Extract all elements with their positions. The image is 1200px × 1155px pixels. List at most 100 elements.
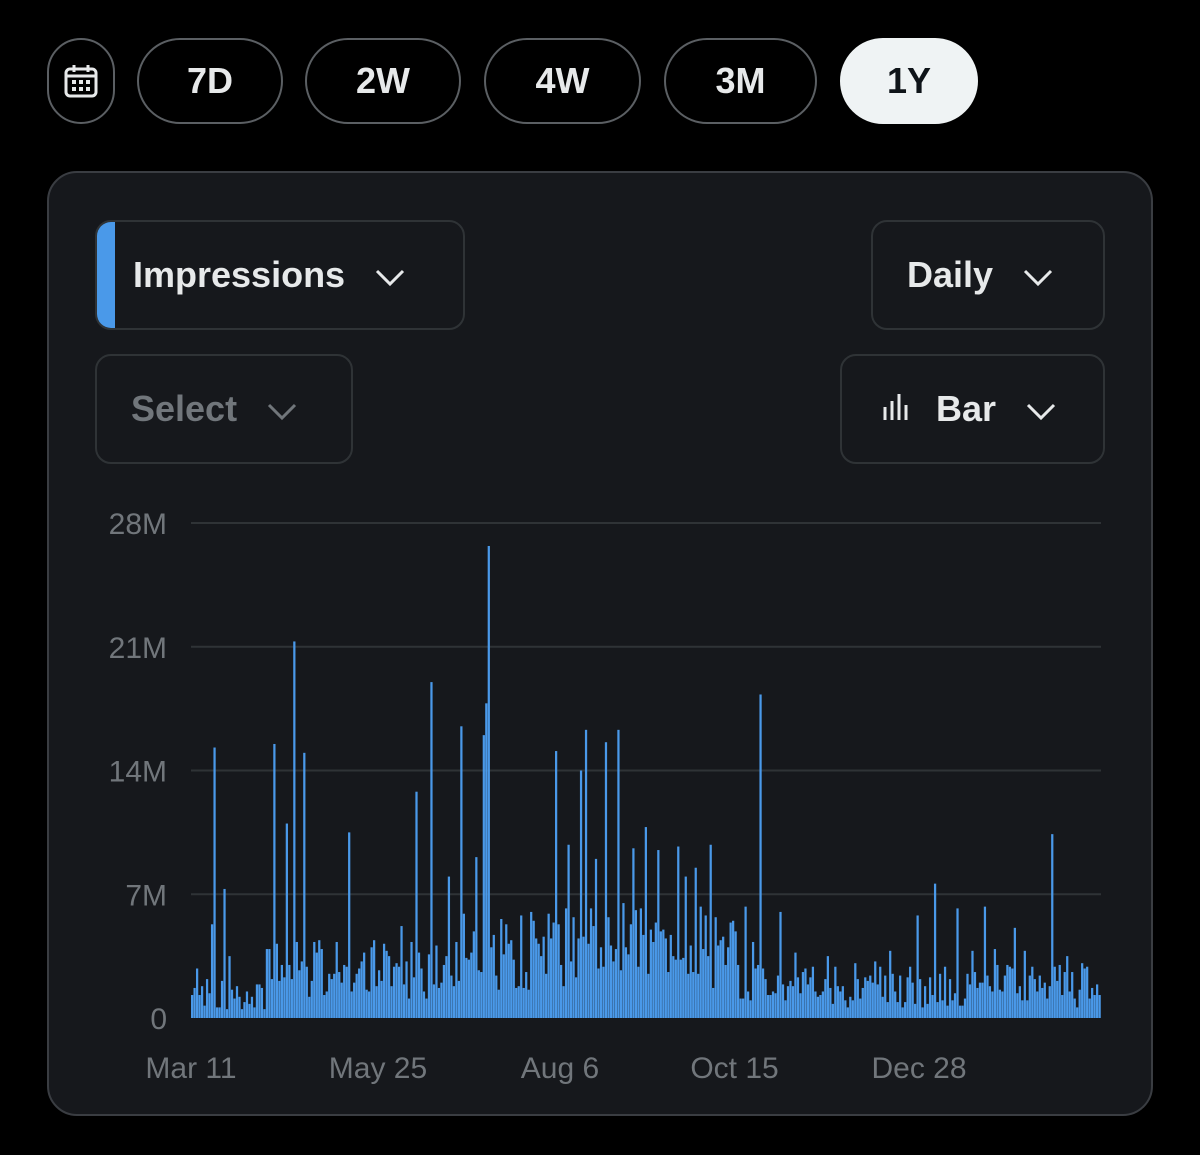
bar[interactable] bbox=[884, 975, 887, 1018]
bar[interactable] bbox=[442, 964, 446, 1018]
bar[interactable] bbox=[1048, 986, 1051, 1018]
bar[interactable] bbox=[502, 954, 505, 1018]
bar[interactable] bbox=[412, 977, 416, 1018]
bar[interactable] bbox=[806, 984, 810, 1018]
bar[interactable] bbox=[629, 924, 633, 1018]
bar[interactable] bbox=[550, 938, 553, 1018]
bar[interactable] bbox=[986, 975, 989, 1018]
bar[interactable] bbox=[203, 1005, 206, 1019]
bar[interactable] bbox=[859, 998, 862, 1018]
bar[interactable] bbox=[911, 982, 914, 1018]
bar[interactable] bbox=[407, 998, 411, 1018]
bar[interactable] bbox=[507, 943, 510, 1018]
bar[interactable] bbox=[894, 991, 897, 1018]
bar[interactable] bbox=[552, 922, 555, 1018]
bar[interactable] bbox=[727, 947, 730, 1018]
bar[interactable] bbox=[313, 941, 316, 1018]
bar[interactable] bbox=[692, 972, 695, 1018]
bar[interactable] bbox=[786, 986, 790, 1018]
bar[interactable] bbox=[567, 844, 570, 1018]
bar[interactable] bbox=[824, 979, 827, 1018]
bar[interactable] bbox=[288, 964, 291, 1018]
bar[interactable] bbox=[410, 941, 413, 1018]
bar[interactable] bbox=[679, 959, 682, 1018]
bar[interactable] bbox=[218, 1007, 221, 1018]
bar[interactable] bbox=[355, 973, 358, 1018]
bar[interactable] bbox=[899, 975, 902, 1018]
bar[interactable] bbox=[607, 917, 610, 1018]
bar[interactable] bbox=[465, 957, 468, 1018]
bar[interactable] bbox=[492, 934, 495, 1018]
bar[interactable] bbox=[579, 770, 583, 1019]
bar[interactable] bbox=[293, 641, 296, 1018]
bar[interactable] bbox=[771, 991, 775, 1018]
bar[interactable] bbox=[889, 950, 892, 1018]
bar[interactable] bbox=[402, 984, 406, 1018]
bar[interactable] bbox=[445, 956, 448, 1019]
bar[interactable] bbox=[532, 920, 535, 1018]
bar[interactable] bbox=[814, 991, 817, 1018]
bar[interactable] bbox=[420, 968, 423, 1019]
bar[interactable] bbox=[208, 993, 211, 1018]
bar[interactable] bbox=[298, 970, 301, 1018]
bar[interactable] bbox=[1036, 991, 1039, 1018]
range-2w-button[interactable]: 2W bbox=[305, 38, 461, 124]
bar[interactable] bbox=[320, 949, 323, 1018]
bar[interactable] bbox=[345, 966, 348, 1018]
bar[interactable] bbox=[497, 989, 500, 1018]
bar[interactable] bbox=[569, 961, 573, 1018]
bar[interactable] bbox=[582, 936, 585, 1018]
bar[interactable] bbox=[751, 941, 755, 1018]
bar[interactable] bbox=[1013, 927, 1016, 1018]
bar[interactable] bbox=[1041, 987, 1044, 1018]
bar[interactable] bbox=[213, 747, 216, 1018]
bar[interactable] bbox=[839, 991, 842, 1018]
bar[interactable] bbox=[749, 1000, 752, 1018]
range-7d-button[interactable]: 7D bbox=[137, 38, 283, 124]
bar[interactable] bbox=[963, 998, 967, 1018]
bar[interactable] bbox=[527, 989, 530, 1018]
bar[interactable] bbox=[353, 982, 356, 1018]
bar[interactable] bbox=[275, 943, 279, 1018]
bar[interactable] bbox=[774, 993, 777, 1018]
bar[interactable] bbox=[485, 703, 488, 1018]
bar[interactable] bbox=[457, 980, 461, 1019]
bar[interactable] bbox=[535, 938, 538, 1018]
bar[interactable] bbox=[781, 984, 785, 1018]
compare-select-dropdown[interactable]: Select bbox=[95, 354, 353, 464]
bar[interactable] bbox=[1026, 1000, 1029, 1018]
bar[interactable] bbox=[268, 949, 271, 1018]
bar[interactable] bbox=[754, 968, 757, 1019]
bar[interactable] bbox=[387, 956, 391, 1019]
bar[interactable] bbox=[360, 961, 363, 1018]
bar[interactable] bbox=[604, 742, 608, 1018]
bar[interactable] bbox=[988, 986, 992, 1018]
bar[interactable] bbox=[1061, 995, 1064, 1018]
bar[interactable] bbox=[435, 945, 438, 1018]
bar[interactable] bbox=[343, 964, 346, 1018]
bar[interactable] bbox=[699, 906, 702, 1019]
bar[interactable] bbox=[572, 917, 575, 1018]
bar[interactable] bbox=[687, 973, 690, 1018]
bar[interactable] bbox=[794, 952, 797, 1018]
bar[interactable] bbox=[928, 977, 932, 1018]
bar[interactable] bbox=[804, 968, 807, 1019]
bar[interactable] bbox=[1031, 966, 1034, 1018]
bar[interactable] bbox=[612, 961, 615, 1018]
bar[interactable] bbox=[642, 934, 645, 1018]
bar[interactable] bbox=[340, 982, 343, 1018]
bar[interactable] bbox=[512, 959, 515, 1018]
bar[interactable] bbox=[926, 1003, 929, 1018]
bar[interactable] bbox=[634, 910, 638, 1018]
bar[interactable] bbox=[200, 986, 204, 1018]
bar[interactable] bbox=[811, 966, 815, 1018]
bar[interactable] bbox=[906, 977, 909, 1018]
bar[interactable] bbox=[318, 940, 321, 1018]
bar[interactable] bbox=[971, 950, 974, 1018]
bar[interactable] bbox=[737, 964, 740, 1018]
bar[interactable] bbox=[677, 846, 680, 1018]
bar[interactable] bbox=[273, 743, 276, 1018]
bar[interactable] bbox=[1011, 968, 1014, 1019]
bar[interactable] bbox=[844, 1000, 847, 1018]
bar[interactable] bbox=[697, 973, 700, 1018]
